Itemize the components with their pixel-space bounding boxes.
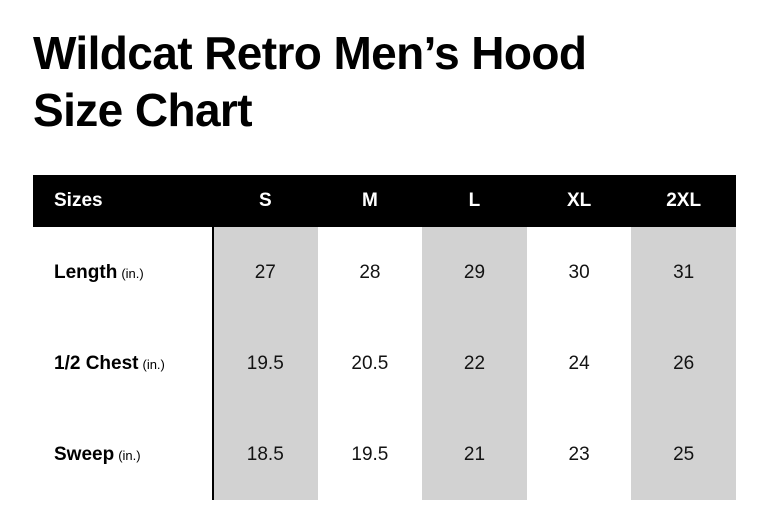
header-cell-size-s: S bbox=[258, 190, 272, 211]
cell-sweep-s: 18.5 bbox=[246, 443, 284, 465]
row-label-text: 1/2 Chest bbox=[54, 352, 139, 374]
cell-half-chest-l: 22 bbox=[463, 352, 486, 374]
column-stripe-2xl bbox=[631, 227, 736, 500]
row-label-half-chest: 1/2 Chest (in.) bbox=[33, 353, 213, 375]
table-row-length: Length (in.) 27 28 29 30 31 bbox=[33, 227, 736, 318]
cell-length-s: 27 bbox=[254, 261, 276, 283]
table-row-half-chest: 1/2 Chest (in.) 19.5 20.5 22 24 26 bbox=[33, 318, 736, 409]
label-column-divider-line bbox=[212, 227, 214, 500]
column-stripe-l bbox=[422, 227, 527, 500]
header-cell-size-2xl: 2XL bbox=[666, 190, 702, 211]
cell-sweep-xl: 23 bbox=[568, 443, 590, 465]
page-title-line-1: Wildcat Retro Men’s Hood bbox=[33, 27, 587, 79]
cell-half-chest-s: 19.5 bbox=[246, 352, 284, 374]
cell-half-chest-m: 20.5 bbox=[351, 352, 389, 374]
table-body: Length (in.) 27 28 29 30 31 1/2 Chest (in.… bbox=[33, 227, 736, 500]
cell-half-chest-2xl: 26 bbox=[673, 352, 695, 374]
cell-length-l: 29 bbox=[463, 261, 486, 283]
row-label-length: Length (in.) bbox=[33, 262, 213, 284]
row-unit-label: (in.) bbox=[121, 265, 144, 281]
table-header-row: Sizes S M L XL 2XL bbox=[33, 175, 736, 227]
table-row-sweep: Sweep (in.) 18.5 19.5 21 23 25 bbox=[33, 409, 736, 500]
cell-length-2xl: 31 bbox=[673, 261, 695, 283]
column-stripe-s bbox=[213, 227, 318, 500]
header-cell-sizes: Sizes bbox=[54, 190, 103, 211]
header-cell-size-m: M bbox=[361, 190, 378, 211]
row-label-text: Length bbox=[54, 261, 118, 283]
row-label-sweep: Sweep (in.) bbox=[33, 444, 213, 466]
row-unit-label: (in.) bbox=[142, 356, 165, 372]
cell-sweep-l: 21 bbox=[463, 443, 486, 465]
page-title: Wildcat Retro Men’s Hood Size Chart bbox=[33, 25, 733, 139]
row-unit-label: (in.) bbox=[118, 447, 141, 463]
size-chart-table: Sizes S M L XL 2XL Length (in.) 27 28 29 bbox=[33, 175, 736, 500]
page-title-line-2: Size Chart bbox=[33, 84, 253, 136]
cell-sweep-m: 19.5 bbox=[351, 443, 389, 465]
cell-half-chest-xl: 24 bbox=[568, 352, 590, 374]
column-stripes bbox=[33, 227, 736, 500]
header-cell-size-xl: XL bbox=[566, 190, 592, 211]
row-label-text: Sweep bbox=[54, 443, 115, 465]
cell-sweep-2xl: 25 bbox=[673, 443, 695, 465]
header-cell-size-l: L bbox=[468, 190, 481, 211]
cell-length-xl: 30 bbox=[568, 261, 590, 283]
cell-length-m: 28 bbox=[359, 261, 381, 283]
